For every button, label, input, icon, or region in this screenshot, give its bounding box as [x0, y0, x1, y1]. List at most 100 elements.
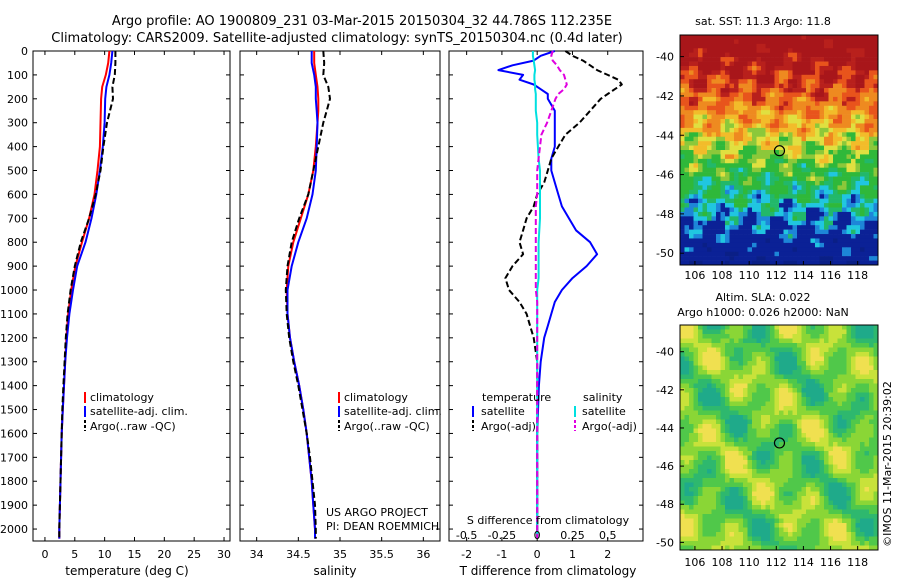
sst-cell — [765, 141, 771, 146]
sla-cell — [837, 473, 843, 479]
sla-cell — [684, 352, 690, 357]
sla-cell — [788, 361, 793, 366]
sst-cell — [792, 225, 798, 230]
sst-cell — [747, 119, 753, 124]
sst-cell — [779, 189, 784, 195]
sla-cell — [833, 505, 838, 510]
sst-cell — [707, 176, 712, 182]
sla-cell — [824, 329, 829, 335]
sla-cell — [770, 487, 775, 492]
sst-cell — [738, 167, 744, 173]
sst-cell — [765, 43, 771, 49]
sla-cell — [698, 410, 703, 416]
sla-cell — [779, 338, 784, 344]
sst-cell — [842, 43, 847, 49]
sst-cell — [819, 180, 825, 186]
sla-cell — [846, 388, 852, 393]
sla-cell — [792, 509, 798, 515]
sst-cell — [680, 229, 685, 235]
sla-cell — [828, 518, 834, 524]
sla-cell — [783, 455, 789, 461]
sla-cell — [716, 325, 721, 330]
sla-cell — [801, 352, 807, 357]
sla-cell — [716, 361, 721, 366]
sst-cell — [860, 176, 865, 182]
sst-cell — [833, 35, 838, 40]
sla-cell — [770, 442, 775, 447]
sst-cell — [819, 154, 825, 160]
sst-cell — [752, 65, 757, 71]
sla-cell — [851, 406, 856, 411]
sst-cell — [846, 39, 852, 45]
sst-cell — [752, 96, 757, 102]
sst-cell — [828, 57, 834, 62]
sst-cell — [729, 185, 735, 191]
sla-cell — [689, 473, 694, 479]
sla-cell — [842, 460, 847, 465]
sla-cell — [756, 334, 762, 339]
sst-cell — [725, 260, 730, 266]
sla-cell — [689, 500, 694, 506]
sla-cell — [729, 419, 735, 425]
sla-cell — [824, 325, 829, 330]
sst-cell — [801, 110, 807, 115]
sst-cell — [738, 176, 744, 182]
sla-cell — [738, 437, 744, 443]
sst-cell — [684, 35, 690, 40]
sla-cell — [779, 541, 784, 546]
sla-cell — [779, 487, 784, 492]
sla-cell — [711, 356, 717, 362]
sla-cell — [806, 343, 811, 348]
sst-cell — [738, 88, 744, 93]
sst-cell — [716, 79, 721, 84]
sst-cell — [756, 194, 762, 199]
sst-cell — [765, 105, 771, 111]
sla-cell — [828, 424, 834, 429]
sst-cell — [788, 35, 793, 40]
sla-cell — [725, 451, 730, 456]
sst-lat-tick-label: -42 — [656, 90, 674, 103]
sst-cell — [702, 216, 708, 222]
sst-cell — [716, 136, 721, 142]
sst-cell — [734, 48, 739, 53]
sst-cell — [873, 207, 879, 213]
sla-cell — [680, 527, 685, 533]
sla-cell — [846, 442, 852, 447]
sst-cell — [860, 163, 865, 168]
sla-cell — [702, 491, 708, 497]
sla-cell — [756, 343, 762, 348]
sla-cell — [860, 451, 865, 456]
sst-cell — [819, 43, 825, 49]
sla-cell — [828, 361, 834, 366]
sla-cell — [756, 469, 762, 474]
sst-cell — [725, 65, 730, 71]
sla-cell — [716, 329, 721, 335]
sla-cell — [837, 424, 843, 429]
sla-cell — [725, 433, 730, 438]
sst-cell — [765, 189, 771, 195]
sst-cell — [752, 238, 757, 244]
sst-cell — [752, 136, 757, 142]
sla-cell — [720, 419, 726, 425]
sla-cell — [837, 343, 843, 348]
sla-cell — [846, 424, 852, 429]
sla-cell — [833, 419, 838, 425]
sst-cell — [698, 251, 703, 257]
sst-cell — [729, 150, 735, 155]
sst-cell — [698, 101, 703, 107]
sst-cell — [873, 127, 879, 133]
sla-cell — [756, 437, 762, 443]
sla-cell — [765, 410, 771, 416]
sst-cell — [774, 74, 780, 80]
sst-cell — [720, 105, 726, 111]
sst-cell — [824, 65, 829, 71]
sst-cell — [747, 260, 753, 266]
sla-cell — [734, 442, 739, 447]
sla-cell — [738, 347, 744, 353]
sla-cell — [743, 464, 748, 470]
sst-cell — [738, 123, 744, 129]
sst-cell — [869, 194, 874, 199]
sla-cell — [774, 446, 780, 452]
sla-cell — [738, 455, 744, 461]
sla-cell — [693, 496, 699, 501]
